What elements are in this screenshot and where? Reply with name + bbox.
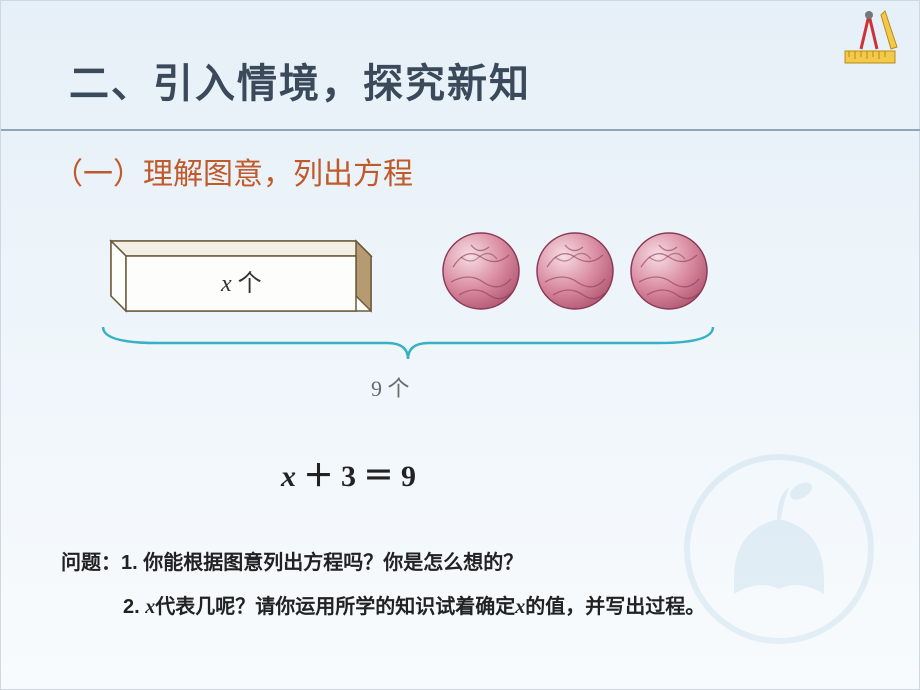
box-label: x 个	[220, 270, 262, 297]
question-line-1: 问题：1. 你能根据图意列出方程吗？你是怎么想的？	[61, 541, 705, 585]
subsection-title: （一）理解图意，列出方程	[53, 149, 413, 193]
brace-label: 9 个	[371, 371, 410, 403]
compass-ruler-icon	[839, 9, 901, 76]
box-icon: x 个	[91, 231, 381, 331]
equation: x ＋ 3 ＝ 9	[281, 451, 416, 495]
balls-group	[441, 223, 731, 323]
question-block: 问题：1. 你能根据图意列出方程吗？你是怎么想的？ 2. x代表几呢？请你运用所…	[61, 541, 705, 629]
diagram: x 个 9 个	[91, 231, 731, 421]
question-line-2: 2. x代表几呢？请你运用所学的知识试着确定x的值，并写出过程。	[61, 585, 705, 629]
brace-icon	[97, 323, 719, 367]
section-title: 二、引入情境，探究新知	[69, 51, 531, 109]
divider	[1, 129, 920, 131]
watermark-icon	[679, 449, 879, 649]
